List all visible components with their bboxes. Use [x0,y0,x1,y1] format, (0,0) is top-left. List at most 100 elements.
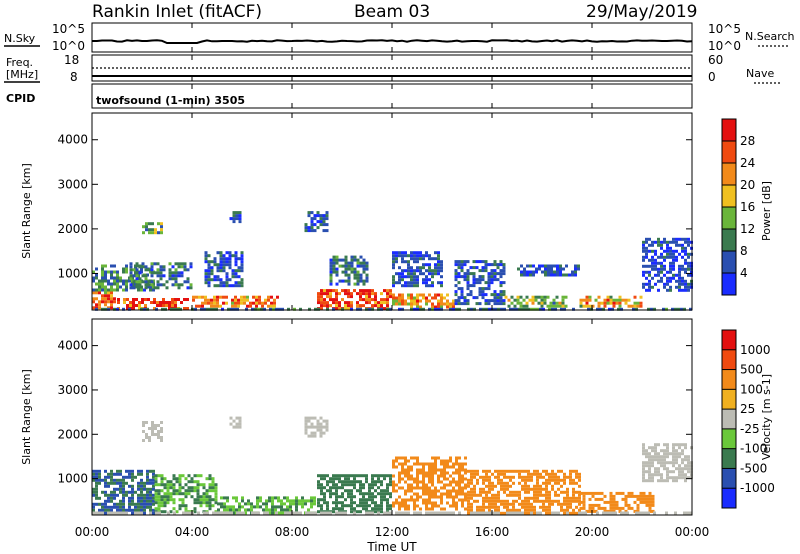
data-cell [681,449,684,453]
data-cell [256,496,259,500]
data-cell [204,251,208,255]
data-cell [660,267,663,271]
data-cell [240,284,244,288]
colorbar-tick-label: -1000 [740,481,775,495]
data-cell [645,455,648,459]
data-cell [395,465,398,469]
data-cell [627,304,631,308]
data-cell [326,483,329,487]
data-cell [455,483,458,487]
data-cell [545,481,548,485]
data-cell [219,251,223,255]
data-cell [152,484,155,488]
data-cell [662,307,665,311]
data-cell [162,298,165,301]
data-cell [666,240,669,244]
data-cell [107,472,110,476]
data-cell [148,436,151,439]
data-cell [428,474,431,478]
data-cell [386,289,389,293]
data-cell [437,495,440,499]
data-cell [153,286,157,290]
data-cell [461,480,464,484]
data-cell [177,262,181,266]
data-cell [657,470,660,474]
data-cell [225,263,229,267]
data-cell [648,270,651,274]
data-cell [163,504,167,508]
data-cell [149,493,152,497]
data-cell [678,443,681,447]
data-cell [144,274,148,278]
data-cell [560,478,563,482]
data-cell [244,502,247,506]
data-cell [648,285,651,289]
data-cell [494,511,497,515]
data-cell [585,295,589,299]
data-cell [675,443,678,447]
data-cell [416,498,419,502]
data-cell [101,294,104,298]
data-cell [687,240,690,244]
data-cell [569,496,572,500]
data-cell [533,307,536,311]
data-cell [618,301,622,305]
data-cell [307,226,311,230]
noise-left-tick-top: 10^5 [52,22,85,36]
colorbar-tick-label: 12 [740,222,755,236]
data-cell [466,269,470,273]
data-cell [476,472,479,476]
data-cell [157,222,160,226]
data-cell [98,478,101,482]
data-cell [645,494,649,498]
data-cell [678,237,681,241]
data-cell [362,279,366,283]
data-cell [678,276,681,280]
data-cell [545,478,548,482]
data-cell [243,295,246,299]
data-cell [467,499,470,503]
data-cell [205,498,209,502]
data-cell [183,262,187,266]
data-cell [440,299,443,303]
data-cell [259,496,262,500]
data-cell [175,489,179,493]
data-cell [95,484,98,488]
data-cell [110,276,113,280]
data-cell [463,299,467,303]
data-cell [639,304,643,308]
data-cell [684,446,687,450]
data-cell [563,511,566,515]
data-cell [654,452,657,456]
data-cell [344,270,348,274]
data-cell [110,288,113,292]
data-cell [472,278,476,282]
data-cell [131,490,134,494]
data-cell [425,511,428,515]
data-cell [618,304,622,308]
data-cell [304,499,307,503]
data-cell [368,486,371,490]
data-cell [329,495,332,499]
data-cell [208,504,212,508]
data-cell [176,307,179,311]
data-cell [510,295,514,299]
data-cell [183,280,187,284]
data-cell [146,478,149,482]
data-cell [642,470,645,474]
data-cell [238,425,242,429]
data-cell [548,493,551,497]
data-cell [509,475,512,479]
data-cell [216,275,220,279]
data-cell [515,493,518,497]
data-cell [160,421,163,424]
data-cell [137,499,140,503]
data-cell [234,281,238,285]
data-cell [506,499,509,503]
colorbar-swatch [722,369,736,390]
data-cell [472,260,476,264]
data-cell [171,271,175,275]
data-cell [144,304,147,307]
data-cell [347,273,351,277]
data-cell [524,484,527,488]
